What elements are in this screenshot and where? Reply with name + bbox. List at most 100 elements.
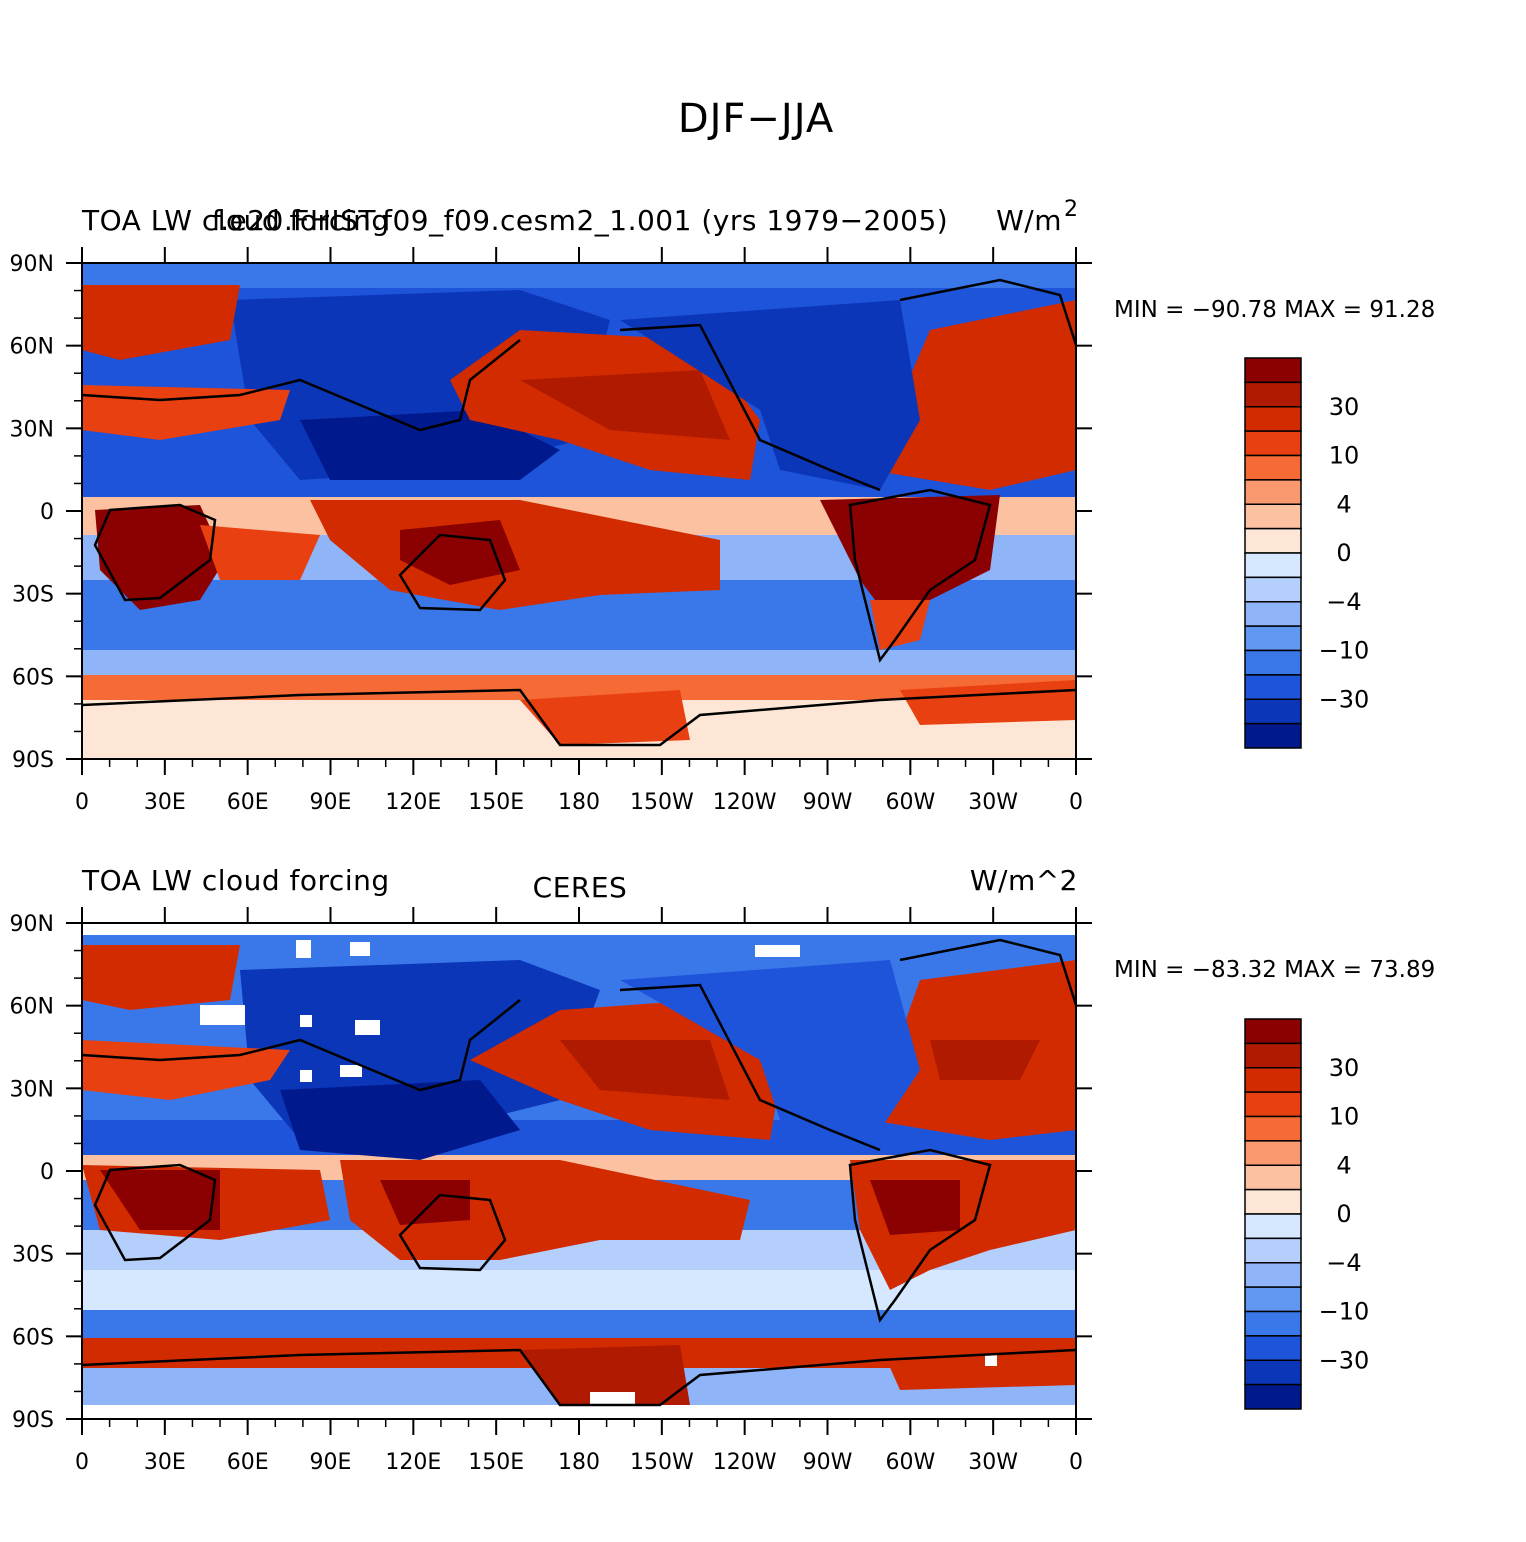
colorbar-swatch (1244, 625, 1302, 652)
colorbar-swatch (1244, 1237, 1302, 1264)
figure-title: DJF−JJA (678, 96, 834, 142)
colorbar-label: 0 (1336, 539, 1351, 567)
lat-label: 90N (10, 252, 54, 277)
panel-model-left-title: TOA LW cloud forcing (81, 204, 390, 237)
colorbar-label: 10 (1329, 442, 1360, 470)
lon-label: 150E (468, 1450, 524, 1475)
lat-label: 60S (12, 665, 54, 690)
lon-label: 180 (558, 1450, 600, 1475)
colorbar-swatch (1244, 1213, 1302, 1240)
lat-label: 0 (40, 1160, 54, 1185)
lon-label: 30E (144, 790, 186, 815)
colorbar-label: 10 (1329, 1103, 1360, 1131)
colorbar-swatch (1244, 503, 1302, 530)
colorbar-swatch (1244, 649, 1302, 676)
colorbar-swatch (1244, 1335, 1302, 1361)
panel-model-units: W/m (996, 204, 1062, 237)
colorbar-swatch (1244, 1067, 1302, 1093)
colorbar-label: −10 (1319, 637, 1370, 665)
lat-label: 90S (12, 748, 54, 773)
panel-ceres-units: W/m^2 (970, 864, 1078, 897)
colorbar-model: 30 10 4 0 −4 −10 −30 (1244, 357, 1370, 749)
colorbar-label: 30 (1329, 393, 1360, 421)
lon-label: 90E (310, 790, 352, 815)
lon-label: 120W (713, 790, 777, 815)
lon-label: 120E (385, 790, 441, 815)
colorbar-label: 4 (1336, 1151, 1351, 1179)
stats-model: MIN = −90.78 MAX = 91.28 (1114, 297, 1435, 323)
colorbar-swatch (1244, 1018, 1302, 1045)
lat-label: 30S (12, 583, 54, 608)
lon-label: 180 (558, 790, 600, 815)
lon-label: 30E (144, 1450, 186, 1475)
lon-label: 150W (630, 1450, 694, 1475)
panel-model: TOA LW cloud forcing f.e20.FHIST.f09_f09… (10, 197, 1092, 815)
colorbar-swatch (1244, 1164, 1302, 1191)
lon-label: 120W (713, 1450, 777, 1475)
lat-label: 30N (10, 417, 54, 442)
colorbar-swatch (1244, 1383, 1302, 1410)
lat-label: 60S (12, 1325, 54, 1350)
lat-label: 90N (10, 912, 54, 937)
colorbar-swatch (1244, 722, 1302, 749)
lat-label: 30N (10, 1077, 54, 1102)
map-model (82, 263, 1076, 759)
lon-label: 60W (885, 790, 935, 815)
lon-label: 0 (75, 1450, 89, 1475)
colorbar-swatch (1244, 430, 1302, 457)
colorbar-label: −4 (1326, 1249, 1361, 1277)
lon-label: 30W (968, 790, 1018, 815)
lon-label: 90W (803, 1450, 853, 1475)
colorbar-label: −30 (1319, 1346, 1370, 1374)
panel-model-center-title: f.e20.FHIST.f09_f09.cesm2_1.001 (yrs 197… (212, 204, 948, 237)
axes-ceres: 90N 60N 30N 0 30S 60S 90S 0 30E 60E 90E 120E 150E 180… (10, 907, 1092, 1475)
colorbar-swatch (1244, 1115, 1302, 1142)
colorbar-label: −30 (1319, 685, 1370, 713)
lon-label: 0 (1069, 790, 1083, 815)
colorbar-label: −4 (1326, 588, 1361, 616)
colorbar-ceres: 30 10 4 0 −4 −10 −30 (1244, 1018, 1370, 1410)
axes-model: 90N 60N 30N 0 30S 60S 90S 0 30E 60E 90E 120E 150E 180… (10, 247, 1092, 815)
colorbar-swatch (1244, 674, 1302, 700)
map-ceres (82, 923, 1076, 1419)
colorbar-swatch (1244, 454, 1302, 481)
colorbar-swatch (1244, 698, 1302, 725)
colorbar-swatch (1244, 479, 1302, 505)
lon-label: 90E (310, 1450, 352, 1475)
lon-label: 60W (885, 1450, 935, 1475)
lon-label: 60E (227, 790, 269, 815)
stats-ceres: MIN = −83.32 MAX = 73.89 (1114, 957, 1435, 983)
colorbar-swatch (1244, 527, 1302, 554)
lat-label: 0 (40, 500, 54, 525)
colorbar-label: 0 (1336, 1200, 1351, 1228)
colorbar-label: 4 (1336, 490, 1351, 518)
colorbar-swatch (1244, 601, 1302, 627)
lon-label: 120E (385, 1450, 441, 1475)
panel-ceres-left-title: TOA LW cloud forcing (81, 864, 390, 897)
colorbar-label: −10 (1319, 1298, 1370, 1326)
panel-model-units-sup: 2 (1064, 197, 1078, 222)
colorbar-swatch (1244, 1359, 1302, 1386)
lon-label: 150E (468, 790, 524, 815)
colorbar-swatch (1244, 1042, 1302, 1069)
lat-label: 60N (10, 995, 54, 1020)
panel-ceres-center-title: CERES (533, 871, 628, 904)
lat-label: 30S (12, 1243, 54, 1268)
colorbar-swatch (1244, 1140, 1302, 1166)
lon-label: 150W (630, 790, 694, 815)
lon-label: 60E (227, 1450, 269, 1475)
colorbar-swatch (1244, 381, 1302, 408)
lon-label: 90W (803, 790, 853, 815)
lat-label: 60N (10, 335, 54, 360)
colorbar-swatch (1244, 1091, 1302, 1118)
colorbar-swatch (1244, 1188, 1302, 1215)
colorbar-label: 30 (1329, 1054, 1360, 1082)
colorbar-swatch (1244, 1310, 1302, 1337)
lon-label: 0 (1069, 1450, 1083, 1475)
panel-ceres: TOA LW cloud forcing CERES W/m^2 (10, 864, 1092, 1475)
lon-label: 0 (75, 790, 89, 815)
colorbar-swatch (1244, 552, 1302, 579)
colorbar-swatch (1244, 1286, 1302, 1313)
lat-label: 90S (12, 1408, 54, 1433)
colorbar-swatch (1244, 406, 1302, 432)
